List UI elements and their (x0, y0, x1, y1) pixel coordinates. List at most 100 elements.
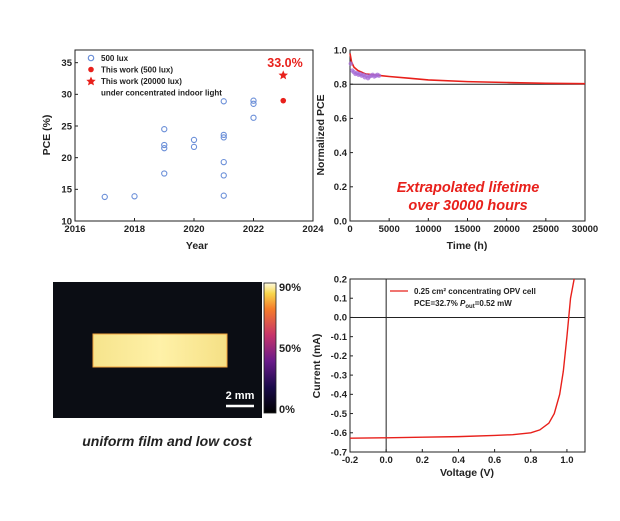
point-500lux (161, 126, 168, 133)
stability-y-tick-label: 0.4 (334, 148, 348, 159)
pce-x-axis-label: Year (186, 240, 208, 252)
pce-y-axis-label: PCE (%) (41, 115, 53, 156)
stability-y-tick-label: 0.8 (334, 80, 347, 91)
legend-marker-this-work-500lux (88, 66, 94, 73)
point-500lux (220, 134, 227, 141)
point-500lux (220, 98, 227, 105)
pce-y-tick-label: 35 (61, 58, 72, 69)
iv-x-tick-label: 0.8 (524, 455, 537, 466)
point-this-work-500lux (280, 97, 287, 104)
pce-y-tick-label: 15 (61, 185, 72, 196)
point-500lux (220, 172, 227, 179)
point-500lux (161, 145, 168, 152)
stability-series (348, 53, 586, 85)
point-500lux (250, 97, 257, 104)
point-500lux (131, 193, 138, 200)
extrapolated-fit-line (349, 53, 586, 85)
pce-record-annotation: 33.0% (267, 56, 302, 70)
film-map-active-area (92, 333, 228, 368)
stability-x-tick-label: 0 (347, 224, 352, 235)
stability-y-tick-label: 0.2 (334, 182, 347, 193)
iv-legend-metrics: PCE=32.7% Pout=0.52 mW (414, 299, 512, 310)
pce-data-points (101, 70, 289, 201)
point-this-work-20000lux (278, 70, 289, 80)
pce-x-tick-label: 2018 (124, 224, 145, 235)
iv-x-tick-label: 0.4 (452, 455, 466, 466)
measured-stability-point (348, 61, 353, 66)
iv-y-tick-label: -0.1 (331, 332, 348, 343)
point-500lux (190, 143, 198, 151)
panel-pce-vs-year: 2016 2018 2020 2022 2024 10 15 20 25 30 35 Year PC… (41, 49, 324, 252)
iv-x-tick-label: -0.2 (342, 455, 358, 466)
point-500lux (220, 192, 227, 199)
stability-x-tick-label: 5000 (379, 224, 400, 235)
point-500lux (190, 136, 198, 144)
iv-y-tick-label: 0.1 (334, 294, 348, 305)
iv-plot-frame (349, 278, 586, 453)
legend-marker-this-work-20000lux (86, 76, 96, 86)
pce-x-tick-label: 2022 (243, 224, 264, 235)
legend-label-this-work-500lux: This work (500 lux) (101, 66, 173, 75)
pce-axis-ticks: 2016 2018 2020 2022 2024 10 15 20 25 30 35 (61, 58, 324, 235)
point-500lux (161, 170, 168, 177)
legend-label-concentrated: under concentrated indoor light (101, 89, 222, 98)
point-500lux (250, 100, 257, 107)
iv-y-tick-label: 0.2 (334, 274, 347, 285)
iv-curve-line (349, 278, 575, 439)
iv-axis-ticks: -0.2 0.0 0.2 0.4 0.6 0.8 1.00.20.10.0-0.1-0.2-… (331, 274, 574, 466)
point-500lux (220, 158, 227, 166)
colorbar-label-min: 0% (279, 404, 295, 416)
stability-axis-ticks: 0 5000 10000 15000 20000 25000 30000 0.0 0.2 0.4 0… (334, 45, 598, 235)
lifetime-annotation-line2: over 30000 hours (408, 198, 527, 214)
iv-x-tick-label: 0.0 (380, 455, 393, 466)
stability-x-axis-label: Time (h) (447, 240, 488, 252)
lifetime-annotation-line1: Extrapolated lifetime (397, 180, 540, 196)
pce-legend: 500 lux This work (500 lux) This work (2… (86, 54, 222, 98)
stability-x-tick-label: 25000 (533, 224, 559, 235)
colorbar (263, 282, 277, 414)
stability-x-tick-label: 15000 (454, 224, 480, 235)
legend-marker-500lux (87, 54, 95, 62)
iv-series (349, 278, 585, 452)
iv-x-tick-label: 0.6 (488, 455, 501, 466)
iv-y-tick-label: -0.2 (331, 351, 347, 362)
stability-y-tick-label: 1.0 (334, 45, 347, 56)
stability-y-axis-label: Normalized PCE (315, 94, 327, 175)
pce-y-tick-label: 30 (61, 90, 72, 101)
pce-plot-frame (74, 49, 314, 222)
iv-x-axis-label: Voltage (V) (440, 467, 494, 479)
panel-iv-curve: -0.2 0.0 0.2 0.4 0.6 0.8 1.00.20.10.0-0.1-0.2-… (311, 274, 586, 479)
pce-y-tick-label: 25 (61, 121, 72, 132)
iv-y-tick-label: -0.7 (331, 447, 347, 458)
pce-y-tick-label: 20 (61, 153, 72, 164)
iv-y-tick-label: -0.6 (331, 428, 347, 439)
stability-x-tick-label: 10000 (415, 224, 441, 235)
point-500lux (161, 141, 168, 149)
pce-y-tick-label: 10 (61, 216, 72, 227)
legend-label-this-work-20000lux: This work (20000 lux) (101, 77, 182, 86)
iv-x-tick-label: 0.2 (416, 455, 429, 466)
point-500lux (220, 131, 227, 139)
colorbar-label-max: 90% (279, 282, 301, 294)
iv-y-tick-label: -0.5 (331, 409, 348, 420)
iv-x-tick-label: 1.0 (560, 455, 573, 466)
pce-x-tick-label: 2020 (183, 224, 204, 235)
panel-film-map: 90% 50% 0% 2 mm uniform film and low cos… (53, 282, 301, 449)
panel-stability: 0 5000 10000 15000 20000 25000 30000 0.0 0.2 0.4 0… (315, 45, 598, 252)
iv-y-tick-label: -0.4 (331, 390, 348, 401)
measured-stability-point (376, 73, 382, 78)
iv-y-axis-label: Current (mA) (311, 334, 323, 399)
pce-x-tick-label: 2024 (302, 224, 324, 235)
film-caption: uniform film and low cost (82, 433, 253, 449)
iv-y-tick-label: 0.0 (334, 313, 347, 324)
point-500lux (250, 114, 257, 121)
iv-legend: 0.25 cm² concentrating OPV cell PCE=32.7… (390, 287, 536, 310)
legend-label-500lux: 500 lux (101, 54, 129, 63)
scale-bar-label: 2 mm (226, 390, 255, 402)
stability-y-tick-label: 0.0 (334, 216, 347, 227)
stability-x-tick-label: 30000 (572, 224, 598, 235)
iv-y-tick-label: -0.3 (331, 370, 347, 381)
iv-legend-label: 0.25 cm² concentrating OPV cell (414, 287, 536, 296)
stability-x-tick-label: 20000 (493, 224, 519, 235)
